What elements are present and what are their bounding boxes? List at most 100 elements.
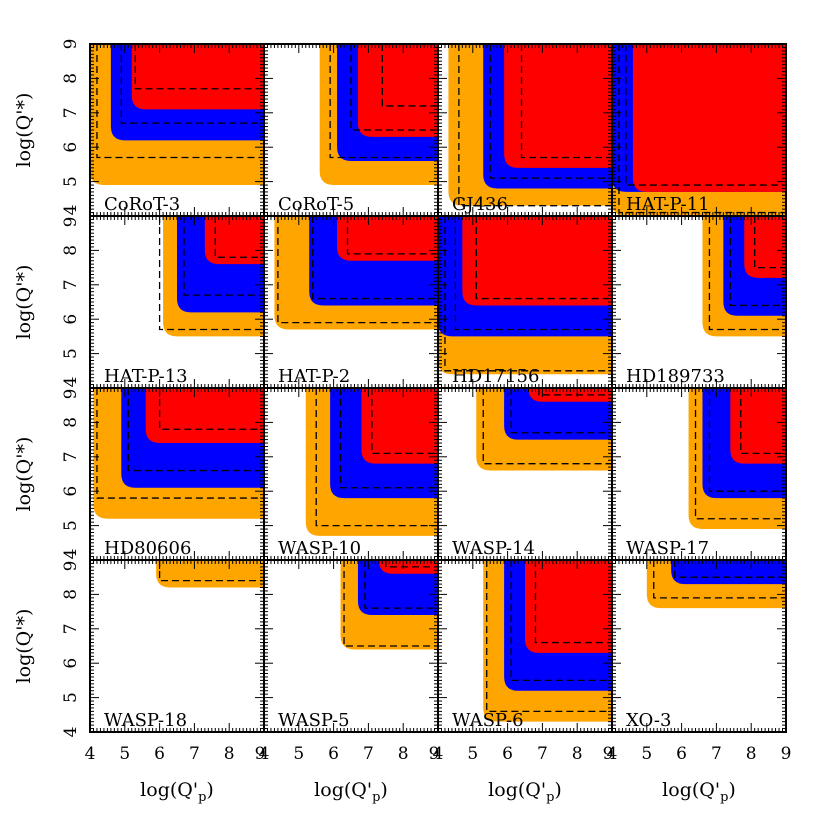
panel-wasp-14: WASP-14 — [437, 387, 613, 561]
x-tick-label: 5 — [293, 744, 304, 764]
panel-label-wasp-6: WASP-6 — [452, 710, 524, 731]
x-tick-label: 5 — [467, 744, 478, 764]
contour-1-hd189733 — [708, 216, 786, 331]
panel-wasp-18: WASP-18 — [89, 559, 265, 733]
contour-2-hd17156 — [454, 216, 612, 331]
panel-label-hd189733: HD189733 — [626, 366, 725, 387]
panel-xo-3: XO-3 — [611, 559, 787, 733]
x-tick-label: 4 — [607, 744, 618, 764]
panel-regions — [612, 44, 786, 216]
x-axis-label: log(Q'p) — [488, 779, 562, 805]
panel-hd17156: HD17156 — [437, 215, 613, 389]
panel-label-wasp-14: WASP-14 — [452, 538, 535, 559]
x-tick-label: 7 — [537, 744, 548, 764]
y-tick-label: 9 — [61, 561, 81, 572]
contour-3-hat-p-2 — [346, 216, 438, 255]
contour-1-wasp-6 — [486, 560, 612, 713]
y-tick-label: 9 — [61, 389, 81, 400]
contour-2-wasp-10 — [339, 388, 438, 489]
panel-background — [90, 560, 264, 732]
x-tick-label: 6 — [154, 744, 165, 764]
y-axis-label: log(Q'*) — [13, 93, 35, 168]
region-inner-wasp-5 — [378, 560, 438, 574]
y-tick-label: 7 — [61, 279, 81, 290]
panel-wasp-17: WASP-17 — [611, 387, 787, 561]
contour-3-wasp-6 — [534, 560, 612, 644]
contour-2-corot-5 — [350, 44, 438, 131]
y-tick-label: 5 — [61, 692, 81, 703]
panel-corot-5: CoRoT-5 — [263, 43, 439, 217]
contour-2-hd80606 — [127, 388, 264, 472]
x-tick-label: 9 — [781, 744, 792, 764]
contour-2-corot-3 — [120, 44, 264, 124]
panel-regions — [305, 388, 438, 536]
x-tick-label: 4 — [433, 744, 444, 764]
contour-1-wasp-14 — [482, 388, 612, 465]
panel-wasp-10: WASP-10 — [263, 387, 439, 561]
y-tick-label: 5 — [61, 520, 81, 531]
panel-regions — [93, 388, 264, 519]
contour-1-wasp-17 — [694, 388, 786, 520]
y-axis-label: log(Q'*) — [13, 265, 35, 340]
contour-1-corot-3 — [96, 44, 264, 159]
y-tick-label: 7 — [61, 107, 81, 118]
panel-regions — [319, 44, 438, 186]
y-tick-label: 8 — [61, 589, 81, 600]
region-inner-wasp-17 — [730, 388, 786, 464]
y-tick-label: 5 — [61, 348, 81, 359]
x-tick-label: 8 — [224, 744, 235, 764]
contour-3-corot-5 — [381, 44, 438, 107]
x-tick-label: 5 — [119, 744, 130, 764]
panel-label-corot-3: CoRoT-3 — [104, 194, 180, 215]
panel-label-wasp-5: WASP-5 — [278, 710, 350, 731]
region-inner-hat-p-11 — [632, 44, 786, 192]
x-axis-label: log(Q'p) — [662, 779, 736, 805]
panel-regions — [702, 216, 786, 337]
contour-1-wasp-5 — [343, 560, 438, 647]
x-tick-label: 4 — [85, 744, 96, 764]
x-tick-label: 9 — [603, 744, 614, 764]
panel-regions — [448, 44, 612, 207]
panel-hd80606: HD80606 — [89, 387, 265, 561]
contour-2-xo-3 — [673, 560, 786, 578]
y-tick-label: 7 — [61, 623, 81, 634]
panel-regions — [340, 560, 438, 650]
x-tick-label: 4 — [259, 744, 270, 764]
x-axis-label: log(Q'p) — [140, 779, 214, 805]
panel-hat-p-2: HAT-P-2 — [263, 215, 439, 389]
contour-2-wasp-17 — [708, 388, 786, 492]
panel-label-hd17156: HD17156 — [452, 366, 539, 387]
region-inner-hd189733 — [744, 216, 786, 278]
region-inner-gj436 — [504, 44, 612, 168]
x-tick-label: 9 — [429, 744, 440, 764]
panel-label-hat-p-11: HAT-P-11 — [626, 194, 710, 215]
axes-text: 4 5 6 7 8 9 log(Q'p) 4 5 6 7 8 9 log(Q'p) 4 5 6 7 8 9 log(Q'… — [13, 39, 791, 805]
contour-3-hd17156 — [475, 216, 612, 300]
contour-2-hat-p-13 — [183, 216, 264, 296]
region-middle-xo-3 — [671, 560, 786, 585]
y-tick-label: 8 — [61, 245, 81, 256]
y-tick-label: 6 — [61, 314, 81, 325]
y-tick-label: 8 — [61, 417, 81, 428]
contour-2-wasp-6 — [510, 560, 612, 682]
region-inner-corot-3 — [131, 44, 264, 110]
panel-regions — [476, 388, 612, 471]
panel-wasp-5: WASP-5 — [263, 559, 439, 733]
contour-3-hd189733 — [754, 216, 786, 269]
region-inner-hat-p-2 — [337, 216, 438, 261]
y-tick-label: 8 — [61, 73, 81, 84]
region-inner-wasp-6 — [525, 560, 612, 653]
panel-frame — [611, 559, 787, 733]
region-inner-hd17156 — [462, 216, 612, 306]
contour-2-hat-p-2 — [312, 216, 438, 300]
panel-regions — [688, 388, 786, 530]
panel-label-xo-3: XO-3 — [626, 710, 671, 731]
contour-3-gj436 — [520, 44, 612, 159]
y-tick-label: 6 — [61, 658, 81, 669]
y-tick-label: 4 — [61, 727, 81, 738]
y-tick-label: 9 — [61, 217, 81, 228]
contour-2-gj436 — [489, 44, 612, 179]
panel-regions — [158, 216, 264, 337]
contour-1-xo-3 — [653, 560, 786, 599]
